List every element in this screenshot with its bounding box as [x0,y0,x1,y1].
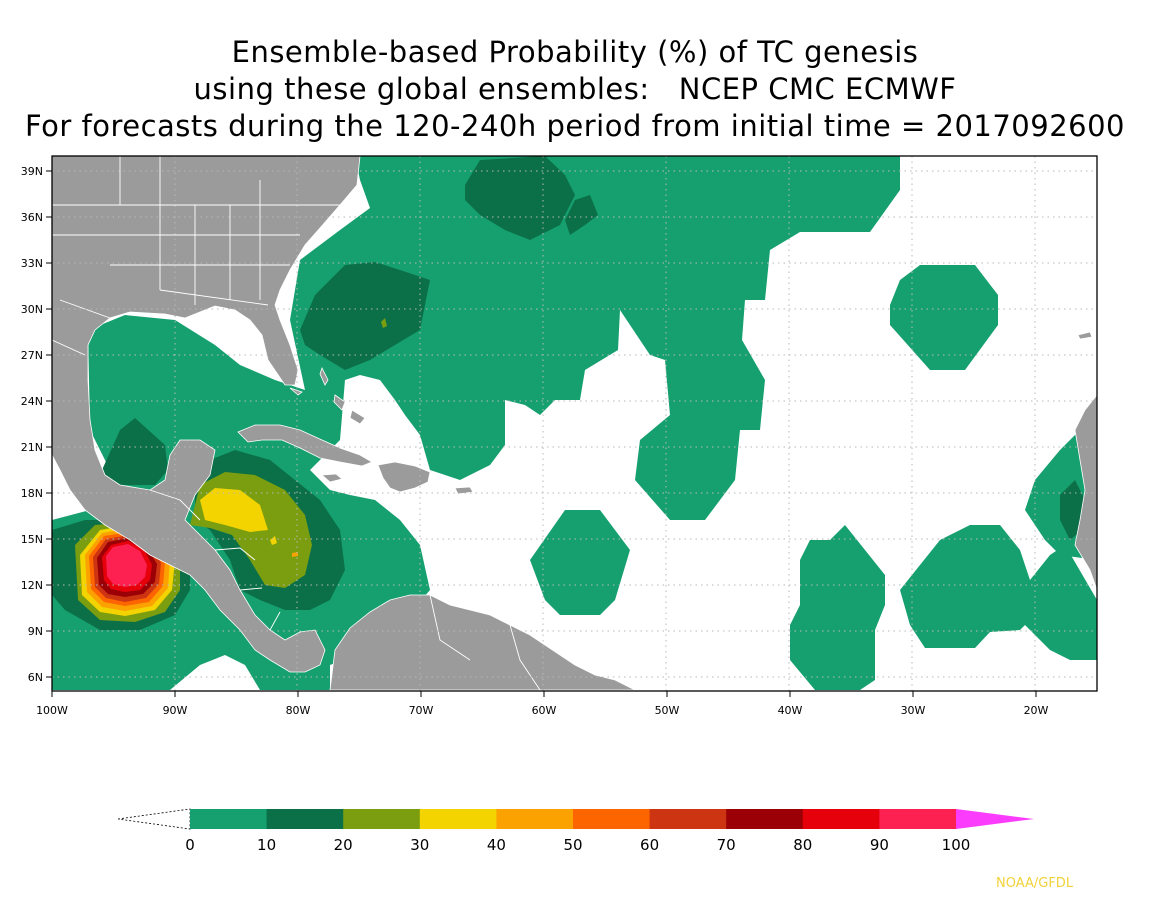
colorbar-high-arrow [956,809,1034,829]
land-cuba [237,424,373,467]
colorbar-swatch [649,809,727,829]
lat-tick-label: 36N [21,211,43,224]
lat-tick-label: 18N [21,487,43,500]
lon-tick-label: 20W [1024,704,1049,717]
colorbar-legend: 0 10 20 30 40 50 60 70 80 90 100 [117,808,1034,854]
land-bahamas-3 [349,409,366,425]
credit-label: NOAA/GFDL [996,876,1074,891]
lat-tick-label: 12N [21,579,43,592]
title-line-2: using these global ensembles: NCEP CMC E… [193,72,957,106]
land-jamaica [321,473,343,483]
colorbar-swatch [266,809,344,829]
colorbar-label: 70 [717,836,736,854]
prob-area-east-atlantic-3 [900,525,1097,660]
land-hispaniola [377,461,431,493]
colorbar-label: 100 [942,836,971,854]
colorbar-label: 20 [334,836,353,854]
prob-area-mid-atlantic-1 [530,510,630,615]
lon-tick-label: 90W [163,704,188,717]
title-line-1: Ensemble-based Probability (%) of TC gen… [231,35,919,69]
map-graticule [52,156,1097,691]
colorbar-swatch [802,809,880,829]
colorbar-swatch [573,809,651,829]
lon-tick-label: 100W [36,704,68,717]
title-line-3: For forecasts during the 120-240h period… [24,109,1126,143]
map-layers [52,156,1097,691]
prob-spot-bahamas [381,318,387,328]
prob-spot-caribbean-1 [270,536,277,545]
colorbar-label: 90 [870,836,889,854]
prob-band-90-100 [106,544,147,587]
colorbar-swatch [726,809,804,829]
colorbar-label: 40 [487,836,506,854]
lat-tick-label: 9N [28,625,43,638]
prob-area-caribbean-yellow [200,488,268,532]
land-bahamas-2 [333,394,346,411]
colorbar-swatch [496,809,574,829]
land-puerto-rico [454,486,474,495]
lon-tick-label: 80W [286,704,311,717]
lat-tick-label: 6N [28,671,43,684]
longitude-axis: 100W 90W 80W 70W 60W 50W 40W 30W 20W [36,691,1049,717]
lat-tick-label: 33N [21,257,43,270]
land-bahamas-1 [319,366,329,386]
lat-tick-label: 21N [21,441,43,454]
prob-area-north-atlantic-2 [565,195,598,235]
lon-tick-label: 70W [409,704,434,717]
prob-area-bahamas [300,262,430,370]
prob-area-north-atlantic [465,156,575,240]
colorbar-label: 10 [257,836,276,854]
colorbar-swatch [419,809,497,829]
prob-area-east-atlantic-2 [790,525,885,690]
land-south-america [329,594,636,691]
land-florida-keys [289,387,303,396]
map-frame [51,155,1098,692]
colorbar-label: 30 [410,836,429,854]
land-canary-islands [1077,331,1093,340]
lon-tick-label: 30W [901,704,926,717]
colorbar-low-arrow [117,808,191,830]
lat-tick-label: 24N [21,395,43,408]
colorbar-swatch [190,809,268,829]
colorbar-label: 60 [640,836,659,854]
colorbar-swatch [343,809,421,829]
political-borders [52,156,541,691]
lat-tick-label: 27N [21,349,43,362]
prob-area-east-atlantic-1 [890,265,998,370]
lon-tick-label: 50W [655,704,680,717]
lat-tick-label: 15N [21,533,43,546]
prob-area-yucatan [102,418,168,485]
lon-tick-label: 60W [532,704,557,717]
colorbar-label: 80 [793,836,812,854]
lat-tick-label: 30N [21,303,43,316]
colorbar-label: 50 [563,836,582,854]
colorbar-label: 0 [185,836,195,854]
colorbar-swatch [879,809,957,829]
latitude-axis: 39N 36N 33N 30N 27N 24N 21N 18N 15N 12N 9N 6N [21,165,52,684]
lat-tick-label: 39N [21,165,43,178]
lon-tick-label: 40W [778,704,803,717]
